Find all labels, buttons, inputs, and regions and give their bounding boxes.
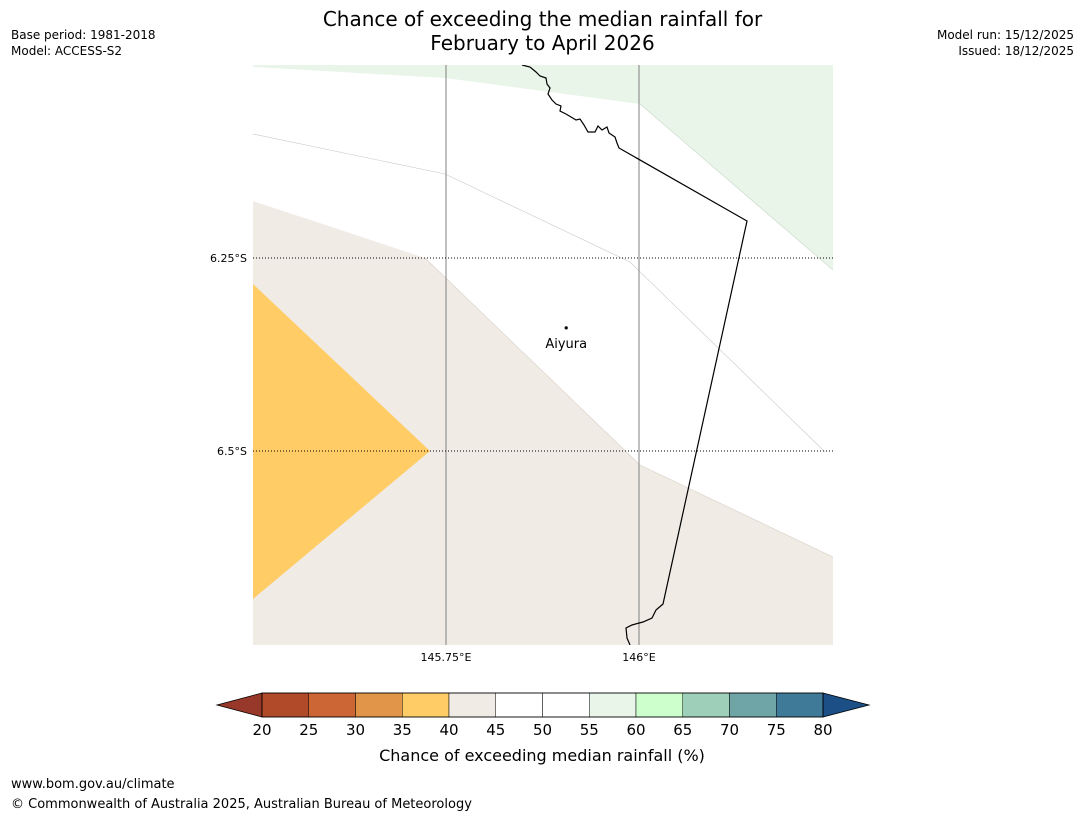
colorbar-outline xyxy=(261,692,824,718)
region-55-60 xyxy=(253,65,833,270)
colorbar-tick-label: 25 xyxy=(299,721,318,739)
colorbar-tick-label: 40 xyxy=(439,721,458,739)
place-marker xyxy=(564,326,568,330)
colorbar-swatch xyxy=(261,692,309,718)
colorbar-tick-label: 60 xyxy=(626,721,645,739)
place-label: Aiyura xyxy=(545,337,587,352)
meta-left: Base period: 1981-2018 Model: ACCESS-S2 xyxy=(11,27,156,59)
footer: www.bom.gov.au/climate © Commonwealth of… xyxy=(11,775,472,815)
colorbar-swatch xyxy=(495,692,543,718)
colorbar-swatch xyxy=(308,692,356,718)
colorbar-swatch xyxy=(682,692,730,718)
model-name: Model: ACCESS-S2 xyxy=(11,44,123,58)
title-line-1: Chance of exceeding the median rainfall … xyxy=(322,7,763,31)
colorbar-swatch xyxy=(448,692,496,718)
title-line-2: February to April 2026 xyxy=(430,31,655,55)
colorbar-tick-label: 50 xyxy=(533,721,552,739)
colorbar-label: Chance of exceeding median rainfall (%) xyxy=(379,746,705,765)
lat-label: 6.5°S xyxy=(217,445,247,458)
map-frame xyxy=(253,65,833,645)
colorbar-tick-label: 65 xyxy=(673,721,692,739)
model-run: Model run: 15/12/2025 xyxy=(936,28,1074,42)
colorbar-swatch xyxy=(729,692,777,718)
colorbar-tick-label: 20 xyxy=(252,721,271,739)
colorbar-tick-label: 55 xyxy=(580,721,599,739)
contour-line xyxy=(424,257,833,558)
colorbar-tick-label: 70 xyxy=(720,721,739,739)
colorbar-swatch xyxy=(542,692,590,718)
colorbar-tick-label: 30 xyxy=(346,721,365,739)
colorbar-tick-label: 75 xyxy=(767,721,786,739)
contour-line xyxy=(639,103,833,271)
colorbar-swatch xyxy=(635,692,683,718)
colorbar-swatch xyxy=(402,692,450,718)
colorbar-tick-label: 35 xyxy=(393,721,412,739)
colorbar-tick-label: 45 xyxy=(486,721,505,739)
lon-label: 145.75°E xyxy=(421,651,472,664)
chart-title: Chance of exceeding the median rainfall … xyxy=(0,7,1085,55)
region-35-40 xyxy=(253,284,430,599)
colorbar: 20 25 30 35 40 45 50 55 60 65 70 75 80 xyxy=(215,692,871,739)
colorbar-under-arrow xyxy=(215,692,263,718)
issued-date: Issued: 18/12/2025 xyxy=(958,44,1074,58)
colorbar-swatch xyxy=(776,692,824,718)
colorbar-tick-label: 80 xyxy=(813,721,832,739)
colorbar-swatch xyxy=(589,692,637,718)
footer-copyright: © Commonwealth of Australia 2025, Austra… xyxy=(11,797,472,812)
border-line xyxy=(521,65,748,645)
colorbar-swatch xyxy=(355,692,403,718)
base-period: Base period: 1981-2018 xyxy=(11,28,156,42)
lon-label: 146°E xyxy=(622,651,655,664)
colorbar-over-arrow xyxy=(822,692,871,718)
contour-line xyxy=(253,133,826,453)
footer-url: www.bom.gov.au/climate xyxy=(11,777,175,792)
region-40-45 xyxy=(253,201,833,645)
lat-label: 6.25°S xyxy=(210,252,247,265)
meta-right: Model run: 15/12/2025 Issued: 18/12/2025 xyxy=(937,27,1074,59)
